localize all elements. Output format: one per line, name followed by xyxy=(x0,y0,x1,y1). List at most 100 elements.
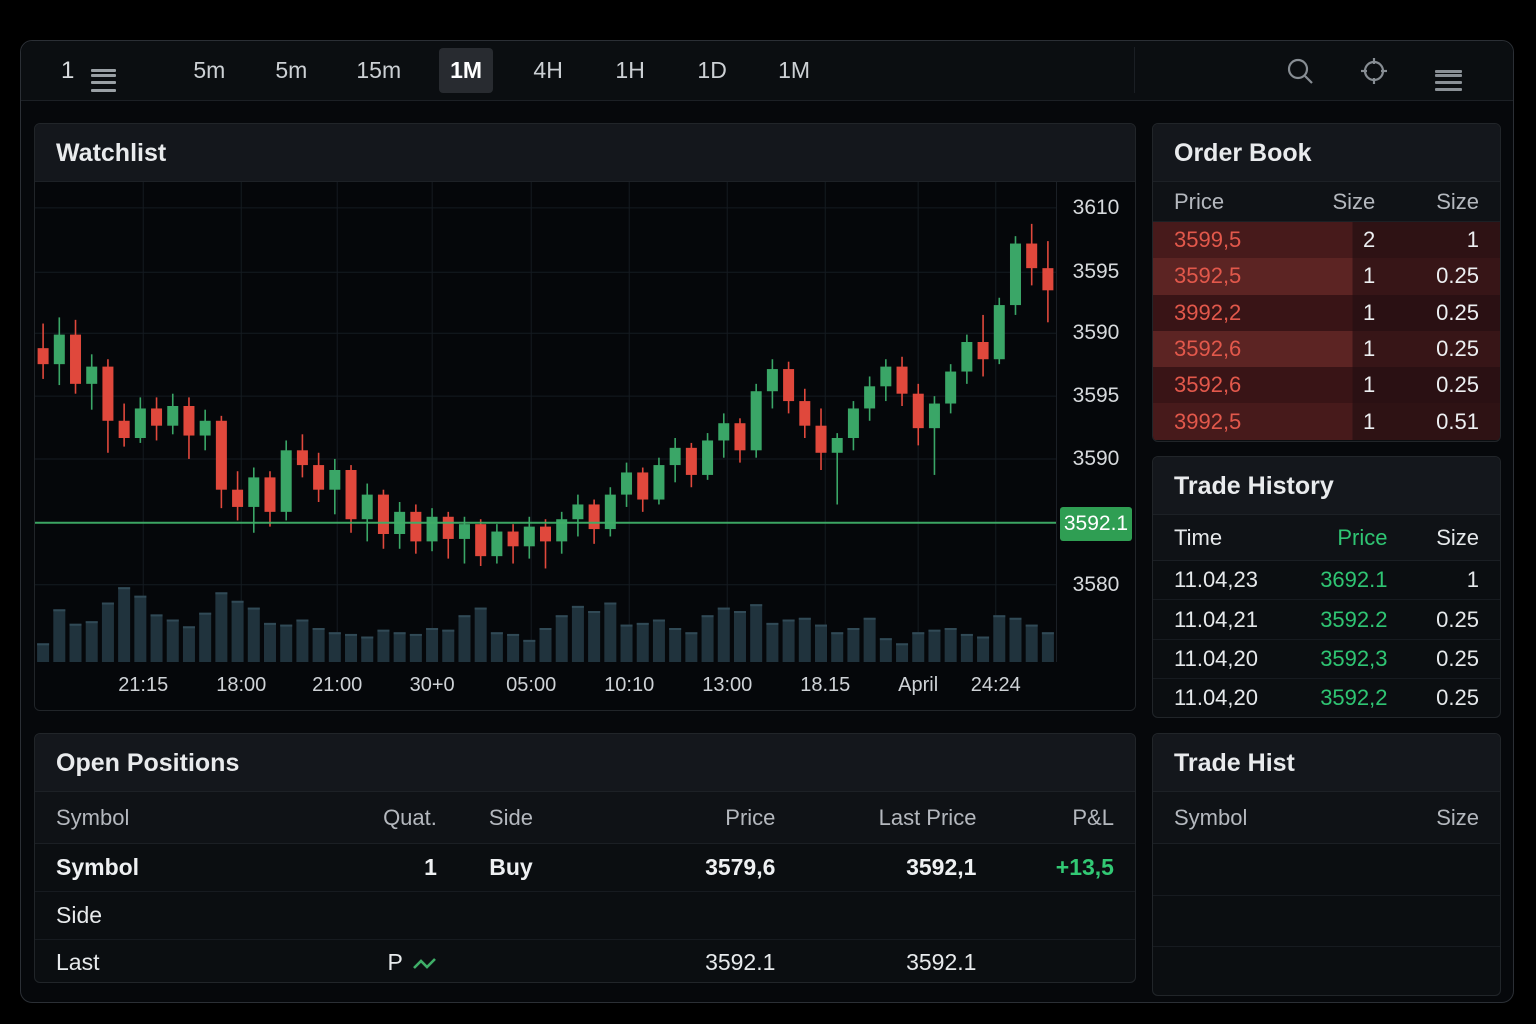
trade-history-row[interactable]: 11.04,20 3592,3 0.25 xyxy=(1153,640,1500,680)
open-positions-col-header: Price xyxy=(725,804,776,830)
price-axis-label: 3590 xyxy=(1072,321,1120,345)
order-book-rows: 3599,5 2 1 3592,5 1 0.25 3992,2 1 0.25 3592,6 1 0.2… xyxy=(1153,222,1500,440)
order-book-price: 3992,2 xyxy=(1174,299,1242,325)
open-positions-col-header: Side xyxy=(488,804,533,830)
price-axis-label: 3590 xyxy=(1072,446,1120,470)
trade-time: 11.04,20 xyxy=(1174,645,1259,671)
toolbar-divider xyxy=(1134,47,1135,93)
timeframe-button-5m-0[interactable]: 5m xyxy=(193,57,226,83)
app-window: 1 5m 5m 15m 1M 4H 1H 1D 1M Watchlist xyxy=(20,40,1514,1003)
position-price: 3579,6 xyxy=(705,853,776,880)
trade-time: 11.04,21 xyxy=(1174,606,1259,632)
position-symbol: Symbol xyxy=(56,853,140,880)
position-symbol: Last xyxy=(56,949,100,976)
volume-bars xyxy=(37,587,1054,662)
order-book-size-2: 0.51 xyxy=(1436,408,1479,434)
open-positions-row[interactable]: Symbol 1 Buy 3579,6 3592,1 +13,5 xyxy=(35,844,1135,892)
trade-size: 0.25 xyxy=(1436,685,1479,711)
timeframe-button-1h-5[interactable]: 1H xyxy=(615,57,645,83)
position-side: Buy xyxy=(489,853,533,880)
timeframe-button-15m-2[interactable]: 15m xyxy=(356,57,402,83)
position-quantity: 1 xyxy=(424,853,437,880)
timeframe-button-1m-7[interactable]: 1M xyxy=(778,57,811,83)
order-book-size-1: 1 xyxy=(1363,372,1376,398)
list-icon[interactable] xyxy=(88,56,118,92)
trade-price: 3592,2 xyxy=(1320,685,1388,711)
open-positions-row[interactable]: Last P 3592.1 3592.1 xyxy=(35,940,1135,982)
order-book-price: 3599,5 xyxy=(1174,227,1242,253)
price-axis-label: 3580 xyxy=(1072,572,1120,596)
position-symbol: Side xyxy=(56,901,103,928)
current-price-badge: 3592.1 xyxy=(1060,506,1132,541)
interval-selector[interactable]: 1 xyxy=(61,56,118,92)
trade-hist-title: Trade Hist xyxy=(1153,734,1500,792)
time-axis-label: 21:00 xyxy=(312,674,363,696)
order-book-col-header: Size xyxy=(1436,188,1479,214)
price-axis: 3610 3595 3590 3595 3590 3580 3592.1 xyxy=(1056,182,1135,662)
order-book-title: Order Book xyxy=(1153,124,1500,182)
trade-hist-col-header: Size xyxy=(1436,804,1479,830)
order-book-price: 3592,5 xyxy=(1174,263,1242,289)
open-positions-title: Open Positions xyxy=(35,734,1135,792)
trade-hist-empty-row xyxy=(1153,947,1500,995)
order-book-size-2: 1 xyxy=(1466,227,1479,253)
order-book-row[interactable]: 3592,6 1 0.25 xyxy=(1153,367,1500,404)
order-book-size-1: 1 xyxy=(1363,299,1376,325)
trade-history-rows: 11.04,23 3692.1 1 11.04,21 3592.2 0.25 11.04,2… xyxy=(1153,561,1500,717)
interval-value[interactable]: 1 xyxy=(61,56,75,84)
trade-price: 3592,3 xyxy=(1320,645,1388,671)
time-axis-label: 24:24 xyxy=(970,674,1021,696)
order-book-col-header: Price xyxy=(1174,188,1225,214)
order-book-size-2: 0.25 xyxy=(1436,336,1479,362)
order-book-column-headers: Price Size Size xyxy=(1153,182,1500,222)
watchlist-title: Watchlist xyxy=(35,124,1135,182)
trade-history-row[interactable]: 11.04,21 3592.2 0.25 xyxy=(1153,600,1500,640)
trade-history-row[interactable]: 11.04,20 3592,2 0.25 xyxy=(1153,679,1500,717)
trade-hist-col-header: Symbol xyxy=(1174,804,1248,830)
open-positions-col-header: Last Price xyxy=(878,804,977,830)
open-positions-row[interactable]: Side xyxy=(35,892,1135,940)
timeframe-button-1m-3[interactable]: 1M xyxy=(439,48,494,93)
trade-history-col-header: Price xyxy=(1337,524,1388,550)
order-book-size-2: 0.25 xyxy=(1436,299,1479,325)
trade-history-col-header: Time xyxy=(1174,524,1223,550)
order-book-row[interactable]: 3592,5 1 0.25 xyxy=(1153,258,1500,295)
timeframe-button-4h-4[interactable]: 4H xyxy=(533,57,563,83)
timeframe-button-5m-1[interactable]: 5m xyxy=(275,57,308,83)
sparkline-icon xyxy=(412,958,436,970)
order-book-row[interactable]: 3992,2 1 0.25 xyxy=(1153,294,1500,331)
trade-size: 0.25 xyxy=(1436,645,1479,671)
trade-price: 3692.1 xyxy=(1320,567,1388,593)
trade-history-panel: Trade History Time Price Size 11.04,23 3692… xyxy=(1152,456,1501,718)
order-book-size-1: 1 xyxy=(1363,408,1376,434)
trade-hist-empty-row xyxy=(1153,896,1500,948)
price-axis-label: 3595 xyxy=(1072,384,1120,408)
trade-history-column-headers: Time Price Size xyxy=(1153,515,1500,561)
order-book-row[interactable]: 3992,5 1 0.51 xyxy=(1153,403,1500,440)
order-book-col-header: Size xyxy=(1332,188,1376,214)
trade-time: 11.04,20 xyxy=(1174,685,1259,711)
trade-history-title: Trade History xyxy=(1153,457,1500,515)
menu-icon[interactable] xyxy=(1433,56,1463,91)
position-pnl: +13,5 xyxy=(1055,853,1114,880)
trade-hist-rows xyxy=(1153,844,1500,995)
search-icon[interactable] xyxy=(1285,56,1315,86)
order-book-size-2: 0.25 xyxy=(1436,263,1479,289)
candlestick-chart[interactable] xyxy=(35,182,1056,662)
order-book-size-1: 2 xyxy=(1363,227,1376,253)
open-positions-column-headers: Symbol Quat. Side Price Last Price P&L xyxy=(35,792,1135,844)
order-book-price: 3992,5 xyxy=(1174,408,1242,434)
order-book-size-1: 1 xyxy=(1363,263,1376,289)
trade-hist-empty-row xyxy=(1153,844,1500,896)
order-book-row[interactable]: 3592,6 1 0.25 xyxy=(1153,330,1500,368)
chart-area[interactable]: 3610 3595 3590 3595 3590 3580 3592.1 21:15 18:0… xyxy=(35,182,1135,710)
order-book-row[interactable]: 3599,5 2 1 xyxy=(1153,222,1500,259)
trade-history-row[interactable]: 11.04,23 3692.1 1 xyxy=(1153,561,1500,601)
crosshair-icon[interactable] xyxy=(1359,56,1389,86)
timeframe-button-1d-6[interactable]: 1D xyxy=(697,57,727,83)
open-positions-rows: Symbol 1 Buy 3579,6 3592,1 +13,5 Side Last P 3592… xyxy=(35,844,1135,982)
price-axis-label: 3595 xyxy=(1072,260,1120,284)
trade-size: 0.25 xyxy=(1436,606,1479,632)
trade-hist-panel: Trade Hist Symbol Size xyxy=(1152,733,1501,996)
